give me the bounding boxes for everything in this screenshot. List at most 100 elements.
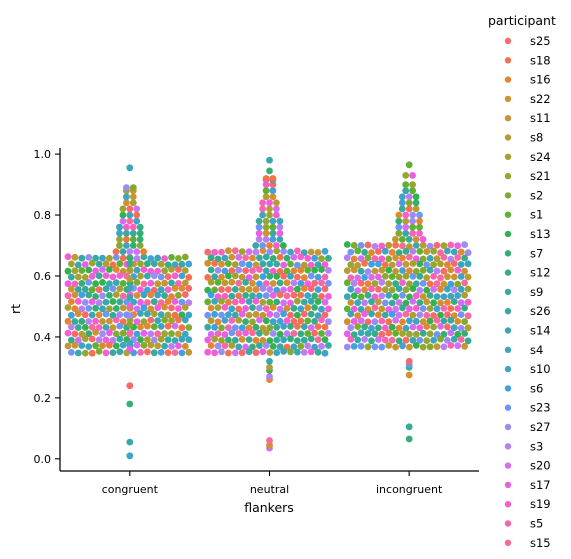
data-point — [231, 261, 239, 268]
data-point — [116, 335, 124, 343]
data-point — [255, 229, 263, 237]
legend-marker — [504, 288, 512, 296]
data-point — [343, 267, 351, 274]
data-point — [262, 229, 270, 237]
data-point — [221, 267, 229, 275]
data-point — [256, 304, 263, 312]
data-point — [126, 312, 134, 319]
data-point — [437, 311, 444, 319]
data-point — [218, 311, 225, 319]
swarm-points — [64, 156, 472, 460]
data-point — [74, 310, 82, 318]
data-point — [402, 229, 410, 237]
data-point — [249, 329, 256, 337]
data-point — [235, 305, 243, 313]
data-point — [218, 260, 225, 268]
data-point — [307, 348, 315, 356]
data-point — [461, 279, 468, 287]
data-point — [433, 280, 441, 288]
data-point — [245, 298, 253, 305]
data-point — [378, 343, 386, 351]
data-point — [430, 312, 437, 319]
data-point — [262, 223, 270, 231]
data-point — [249, 304, 256, 311]
data-point — [185, 324, 193, 331]
legend-label: s5 — [530, 517, 543, 531]
data-point — [68, 311, 75, 319]
data-point — [357, 255, 365, 262]
data-point — [185, 260, 193, 268]
data-point — [450, 273, 458, 281]
data-point — [273, 211, 280, 219]
data-point — [175, 255, 182, 262]
data-point — [399, 330, 406, 337]
data-point — [409, 211, 416, 219]
data-point — [112, 291, 120, 298]
data-point — [262, 175, 270, 182]
data-point — [447, 292, 455, 300]
data-point — [343, 293, 351, 300]
legend-label: s7 — [530, 246, 543, 260]
data-point — [78, 254, 86, 262]
data-point — [133, 255, 141, 262]
data-point — [307, 261, 315, 269]
data-point — [178, 335, 186, 343]
data-point — [109, 298, 117, 305]
data-point — [325, 293, 332, 300]
data-point — [123, 229, 130, 237]
data-point — [307, 324, 315, 331]
data-point — [259, 311, 267, 319]
data-point — [307, 310, 315, 318]
data-point — [318, 279, 325, 287]
data-point — [161, 316, 169, 324]
data-point — [133, 341, 141, 349]
data-point — [350, 242, 358, 249]
data-point — [71, 291, 79, 299]
data-point — [85, 254, 93, 261]
data-point — [211, 323, 219, 331]
data-point — [368, 324, 375, 332]
data-point — [161, 255, 169, 262]
data-point — [416, 299, 424, 306]
data-point — [276, 291, 284, 299]
data-point — [95, 299, 103, 307]
data-point — [175, 330, 182, 338]
data-point — [290, 267, 298, 275]
legend-label: s24 — [530, 150, 551, 164]
data-point — [347, 310, 355, 318]
data-point — [171, 272, 179, 280]
data-point — [231, 286, 239, 293]
y-tick-label: 0.2 — [34, 392, 52, 405]
data-point — [399, 342, 406, 350]
data-point — [297, 280, 305, 287]
data-point — [266, 437, 273, 444]
data-point — [402, 187, 410, 195]
data-point — [140, 342, 148, 349]
data-point — [423, 261, 431, 269]
data-point — [269, 193, 277, 201]
data-point — [262, 236, 270, 243]
data-point — [402, 172, 410, 179]
data-point — [262, 342, 270, 349]
data-point — [252, 273, 260, 281]
data-point — [402, 223, 410, 231]
data-point — [95, 324, 103, 331]
data-point — [116, 260, 124, 268]
data-point — [150, 323, 158, 331]
data-point — [430, 323, 437, 331]
data-point — [433, 293, 441, 300]
legend-label: s22 — [530, 92, 551, 106]
legend-items: s25 s18 s16 s22 s11 s8 s24 s21 s2 s1 s13 s7 s12 s9 s26… — [504, 34, 551, 550]
x-tick-label: neutral — [250, 483, 289, 496]
data-point — [266, 298, 274, 306]
legend-marker — [504, 346, 512, 353]
data-point — [99, 318, 106, 325]
data-point — [440, 330, 448, 338]
data-point — [181, 304, 189, 311]
data-point — [287, 272, 294, 280]
data-point — [405, 435, 413, 443]
data-point — [123, 236, 130, 243]
data-point — [437, 323, 444, 330]
data-point — [276, 279, 284, 287]
data-point — [88, 349, 96, 357]
